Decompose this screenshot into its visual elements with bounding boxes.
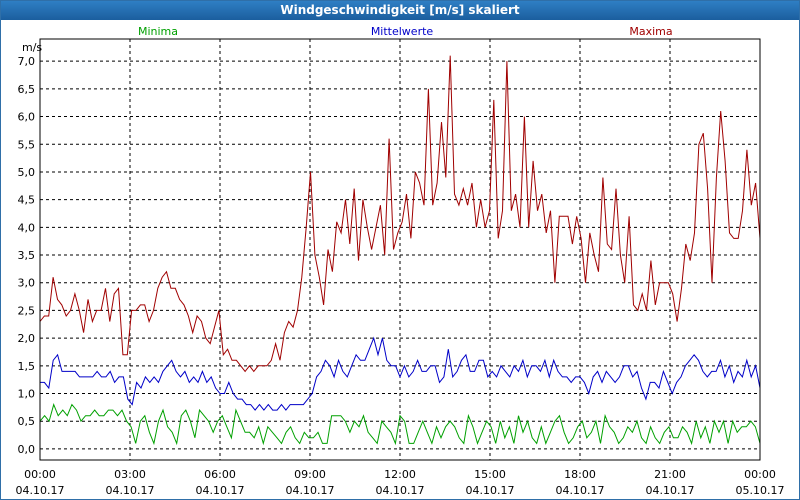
window-title: Windgeschwindigkeit [m/s] skaliert [1, 1, 799, 20]
y-axis-unit-label: m/s [22, 41, 42, 54]
x-tick-time: 00:00 [744, 468, 776, 481]
y-tick-label: 7,0 [18, 55, 36, 68]
x-axis-ticks: 00:00 04.10.17 03:00 04.10.17 06:00 04.10.17 0… [16, 468, 785, 497]
y-tick-label: 2,0 [18, 332, 36, 345]
x-tick-time: 06:00 [204, 468, 236, 481]
y-tick-label: 4,0 [18, 221, 36, 234]
legend-minima: Minima [138, 25, 178, 38]
grid-lines [40, 39, 760, 460]
legend-mittelwerte: Mittelwerte [371, 25, 434, 38]
series-lines [39, 55, 761, 446]
x-tick-date: 04.10.17 [16, 484, 65, 497]
x-tick-date: 05.10.17 [736, 484, 785, 497]
y-tick-label: 5,0 [18, 166, 36, 179]
x-tick-date: 04.10.17 [556, 484, 605, 497]
x-tick-time: 18:00 [564, 468, 596, 481]
x-tick-date: 04.10.17 [286, 484, 335, 497]
y-axis-ticks: 0,0 0,5 1,0 1,5 2,0 2,5 3,0 3,5 4,0 4,5 5,0 5,5 6,0 6… [18, 55, 36, 456]
y-tick-label: 0,0 [18, 443, 36, 456]
y-tick-label: 6,0 [18, 111, 36, 124]
plot-frame [39, 38, 761, 461]
y-tick-label: 1,5 [18, 360, 36, 373]
x-tick-time: 03:00 [114, 468, 146, 481]
y-tick-label: 5,5 [18, 138, 36, 151]
y-tick-label: 6,5 [18, 83, 36, 96]
series-line-maxima [39, 55, 761, 373]
x-tick-time: 12:00 [384, 468, 416, 481]
x-tick-date: 04.10.17 [646, 484, 695, 497]
y-tick-label: 3,0 [18, 277, 36, 290]
y-tick-label: 2,5 [18, 304, 36, 317]
y-tick-label: 4,5 [18, 194, 36, 207]
y-tick-label: 0,5 [18, 415, 36, 428]
legend-maxima: Maxima [629, 25, 672, 38]
series-line-minima [39, 403, 761, 446]
x-tick-time: 21:00 [654, 468, 686, 481]
x-tick-time: 09:00 [294, 468, 326, 481]
x-tick-time: 00:00 [24, 468, 56, 481]
x-tick-date: 04.10.17 [376, 484, 425, 497]
x-tick-time: 15:00 [474, 468, 506, 481]
x-tick-date: 04.10.17 [196, 484, 245, 497]
y-tick-label: 3,5 [18, 249, 36, 262]
x-tick-date: 04.10.17 [106, 484, 155, 497]
series-line-mittelwerte [40, 336, 761, 411]
y-tick-label: 1,0 [18, 388, 36, 401]
x-tick-date: 04.10.17 [466, 484, 515, 497]
